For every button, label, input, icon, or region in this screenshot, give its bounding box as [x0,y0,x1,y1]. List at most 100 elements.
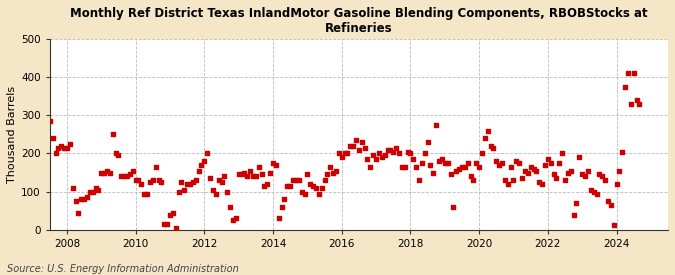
Point [70,199,81,203]
Point [282,184,293,188]
Point [230,216,241,221]
Point [350,138,361,142]
Point [59,145,70,150]
Point [479,136,490,140]
Point [205,176,215,180]
Point [253,164,264,169]
Point [422,140,433,144]
Point [165,212,176,217]
Point [465,174,476,178]
Point [50,151,61,156]
Point [362,157,373,161]
Point [262,182,273,186]
Point [147,178,158,182]
Point [313,191,324,196]
Point [259,184,270,188]
Point [356,140,367,144]
Point [382,147,393,152]
Point [38,153,49,158]
Point [333,151,344,156]
Point [468,178,479,182]
Point [234,172,244,177]
Point [416,161,427,165]
Point [84,189,95,194]
Point [211,191,221,196]
Point [548,172,559,177]
Point [428,170,439,175]
Point [525,164,536,169]
Point [319,178,330,182]
Point [497,161,508,165]
Point [107,132,118,136]
Point [454,166,464,171]
Point [128,168,138,173]
Point [267,161,278,165]
Point [207,188,218,192]
Point [133,178,144,182]
Point [545,161,556,165]
Point [626,101,637,106]
Point [139,191,150,196]
Point [511,159,522,163]
Point [53,145,63,150]
Point [585,188,596,192]
Point [534,180,545,184]
Point [124,172,135,177]
Point [93,188,104,192]
Point [471,161,482,165]
Point [47,136,58,140]
Point [290,178,301,182]
Point [325,164,335,169]
Point [451,168,462,173]
Point [411,164,422,169]
Point [617,149,628,154]
Point [425,163,436,167]
Point [159,222,169,226]
Point [61,145,72,150]
Point [245,168,256,173]
Point [285,184,296,188]
Point [317,186,327,190]
Point [308,184,319,188]
Point [199,159,210,163]
Point [305,182,316,186]
Point [608,223,619,227]
Point [276,205,287,209]
Point [310,186,321,190]
Point [179,188,190,192]
Point [110,151,121,156]
Point [188,180,198,184]
Point [505,164,516,169]
Point [488,145,499,150]
Point [528,166,539,171]
Point [568,212,579,217]
Point [248,174,259,178]
Point [288,178,298,182]
Point [33,147,44,152]
Point [462,161,473,165]
Point [273,216,284,221]
Point [537,182,547,186]
Point [603,199,614,203]
Point [551,176,562,180]
Point [185,182,196,186]
Point [591,191,602,196]
Point [373,151,384,156]
Point [437,157,448,161]
Point [371,157,381,161]
Point [474,164,485,169]
Point [299,191,310,196]
Point [508,178,519,182]
Point [219,174,230,178]
Point [119,174,130,178]
Point [628,71,639,75]
Point [76,197,86,201]
Point [620,84,630,89]
Point [460,164,470,169]
Point [42,140,53,144]
Point [250,174,261,178]
Point [173,189,184,194]
Point [442,161,453,165]
Point [190,178,201,182]
Point [391,145,402,150]
